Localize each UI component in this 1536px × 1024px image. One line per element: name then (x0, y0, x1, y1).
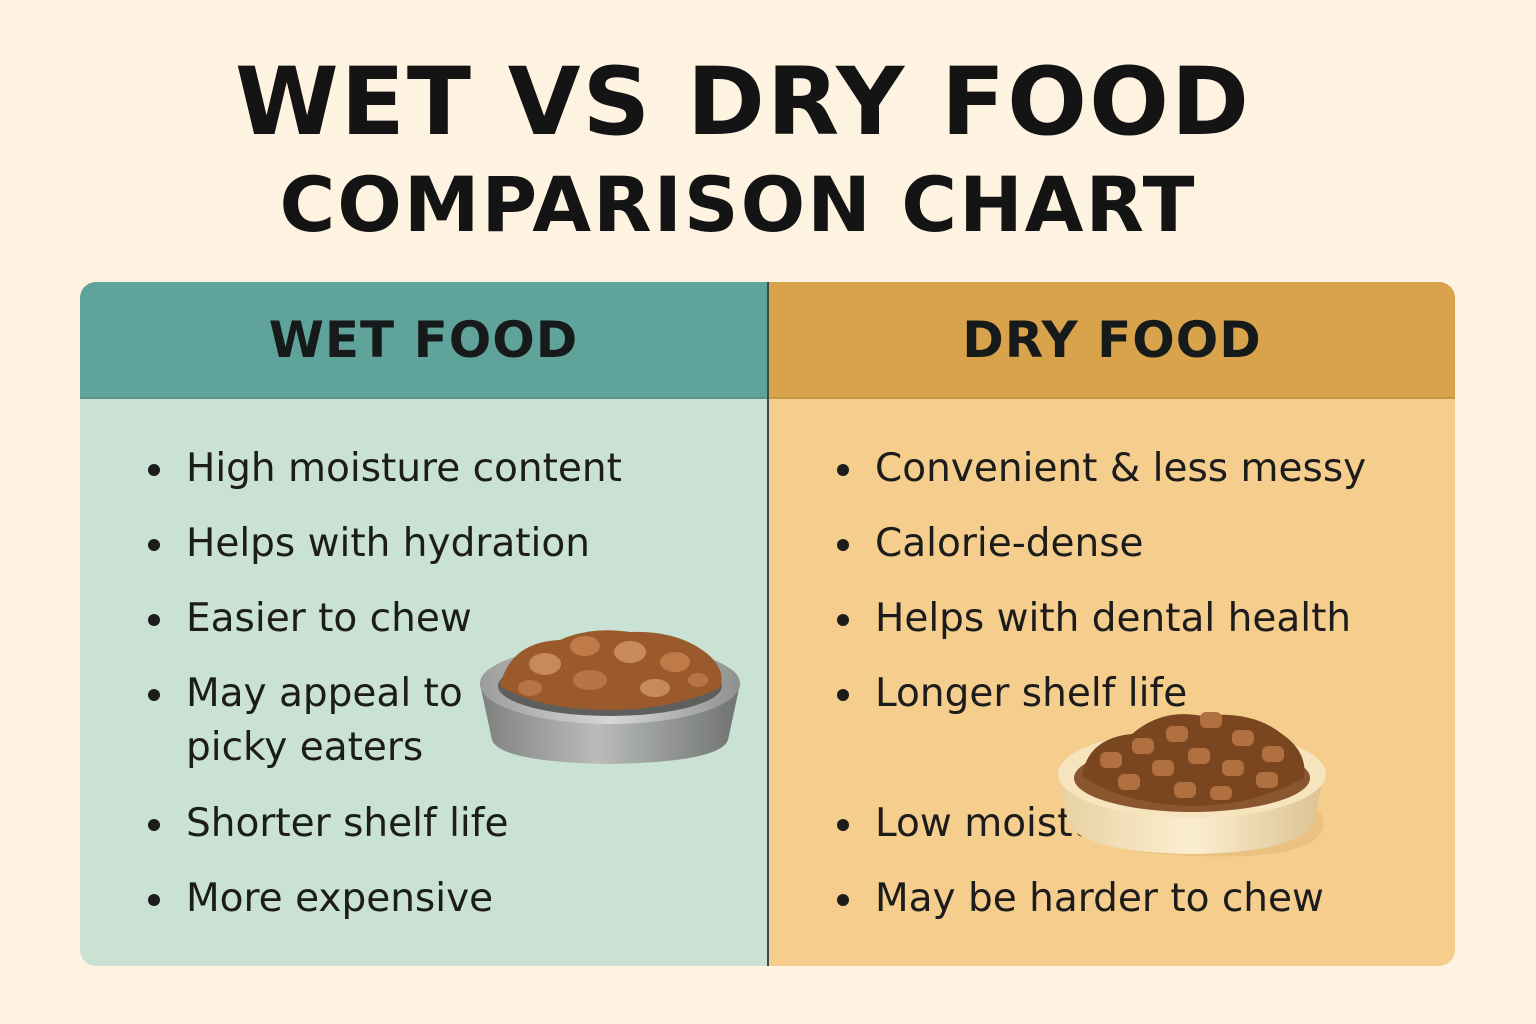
list-item: Convenient & less messy (837, 442, 1366, 496)
list-item: May appeal to picky eaters (148, 667, 486, 775)
wet-food-bowl-icon (480, 630, 740, 764)
wet-food-column: WET FOOD High moisture content Helps wit… (80, 282, 767, 966)
column-divider (767, 282, 769, 966)
dry-food-bowl-icon (1058, 712, 1326, 857)
list-item: May be harder to chew (837, 872, 1324, 926)
title-line-1: WET VS DRY FOOD (234, 48, 1252, 157)
wet-food-heading: WET FOOD (80, 282, 767, 399)
list-item: Calorie-dense (837, 517, 1144, 571)
list-item: More expensive (148, 872, 493, 926)
wet-food-list: High moisture content Helps with hydrati… (80, 282, 767, 966)
list-item: Helps with hydration (148, 517, 590, 571)
list-item: Longer shelf life (837, 667, 1187, 721)
dry-food-heading: DRY FOOD (769, 282, 1455, 399)
dry-food-column: DRY FOOD Convenient & less messy Calorie… (769, 282, 1455, 966)
title-line-2: COMPARISON CHART (279, 160, 1197, 249)
comparison-table: WET FOOD High moisture content Helps wit… (80, 282, 1455, 966)
list-item: Shorter shelf life (148, 797, 508, 851)
list-item: High moisture content (148, 442, 622, 496)
dry-food-list: Convenient & less messy Calorie-dense He… (769, 282, 1455, 966)
list-item: Helps with dental health (837, 592, 1351, 646)
list-item: Easier to chew (148, 592, 472, 646)
